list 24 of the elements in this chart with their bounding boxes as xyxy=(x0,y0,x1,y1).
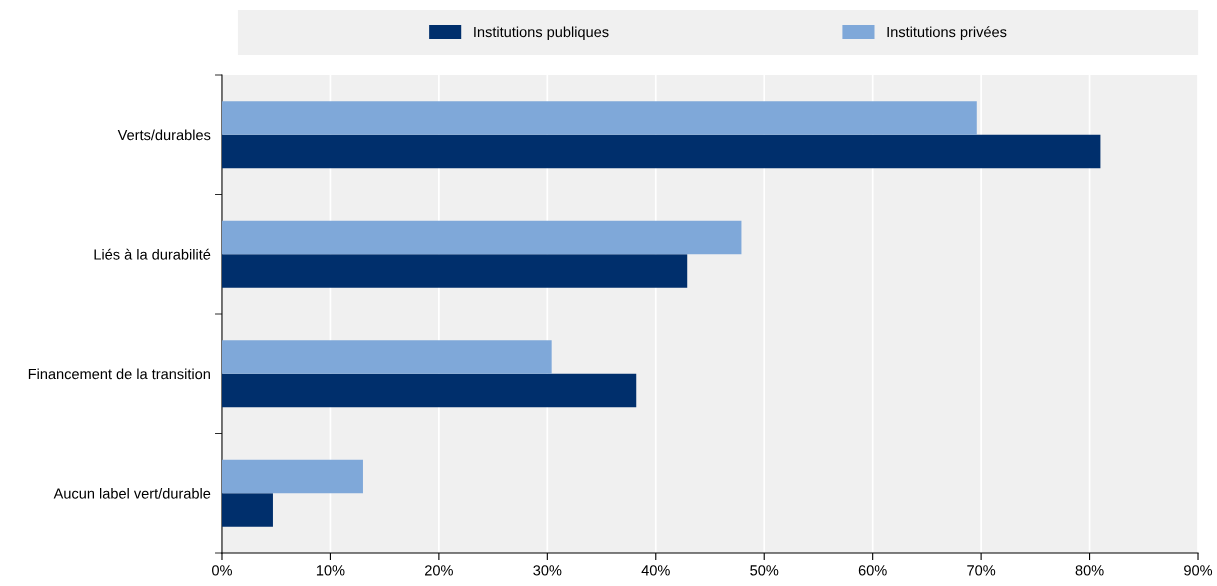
x-tick-label: 40% xyxy=(641,565,670,576)
bar xyxy=(221,220,742,255)
legend-label: Institutions privées xyxy=(887,26,1007,41)
bar xyxy=(221,340,552,374)
x-tick-label: 80% xyxy=(1075,565,1104,576)
x-tick-label: 10% xyxy=(316,565,345,576)
y-tick-label: Liés à la durabilité xyxy=(94,248,211,260)
x-tick-label: 70% xyxy=(967,565,996,576)
y-tick-label: Aucun label vert/durable xyxy=(53,487,211,499)
bar xyxy=(221,101,977,135)
bar xyxy=(221,373,637,408)
y-tick-label: Financement de la transition xyxy=(28,368,210,380)
bar xyxy=(221,459,363,494)
x-tick-label: 20% xyxy=(425,565,453,576)
x-tick-label: 90% xyxy=(1184,565,1213,576)
bar xyxy=(221,134,1101,169)
x-tick-label: 60% xyxy=(858,565,887,576)
x-tick-label: 0% xyxy=(212,565,232,576)
x-tick-label: 50% xyxy=(750,565,779,576)
legend-label: Institutions publiques xyxy=(474,26,609,41)
y-tick-label: Verts/durables xyxy=(117,129,211,141)
bar xyxy=(221,254,688,288)
bar xyxy=(221,493,273,527)
x-tick-label: 30% xyxy=(533,565,562,576)
